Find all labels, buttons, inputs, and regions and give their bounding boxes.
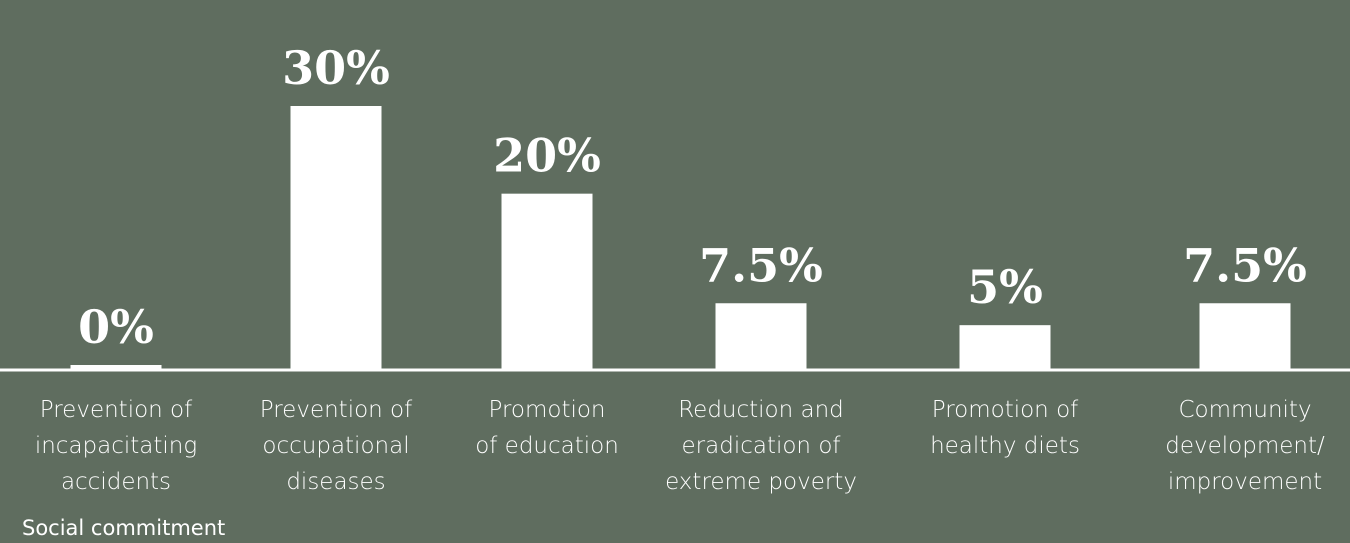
bar-3 [715, 303, 807, 369]
category-label-0-line-2: accidents [61, 469, 171, 495]
value-label-5: 7.5% [1183, 238, 1307, 292]
category-label-4: Promotion of healthy diets [930, 397, 1080, 459]
category-label-0: Prevention of incapacitating accidents [35, 397, 197, 495]
value-label-1: 30% [282, 41, 390, 95]
category-label-5-line-0: Community [1178, 397, 1311, 423]
bar-0 [70, 365, 162, 369]
value-labels-group: 0% 30% 20% 7.5% 5% 7.5% [78, 41, 1307, 354]
value-label-4: 5% [967, 260, 1043, 314]
category-label-5-line-1: development/ [1165, 433, 1325, 459]
bar-2 [501, 193, 593, 369]
category-label-4-line-1: healthy diets [930, 433, 1080, 459]
category-label-3-line-2: extreme poverty [665, 469, 857, 495]
category-label-1: Prevention of occupational diseases [260, 397, 413, 495]
bars-group [70, 106, 1291, 369]
bar-4 [959, 325, 1051, 369]
category-label-1-line-2: diseases [286, 469, 385, 495]
category-label-2-line-0: Promotion [488, 397, 605, 423]
category-label-2-line-1: of education [475, 433, 619, 459]
category-label-0-line-1: incapacitating [35, 433, 197, 459]
category-label-1-line-0: Prevention of [260, 397, 413, 423]
footnote: Social commitment [22, 516, 225, 540]
value-label-0: 0% [78, 300, 154, 354]
category-label-0-line-0: Prevention of [40, 397, 193, 423]
category-labels-group: Prevention of incapacitating accidentsPrev… [35, 397, 1325, 495]
category-label-1-line-1: occupational [262, 433, 409, 459]
category-label-3: Reduction and eradication of extreme pover… [665, 397, 857, 495]
category-label-2: Promotion of education [475, 397, 619, 459]
value-label-3: 7.5% [699, 238, 823, 292]
category-label-5: Community development/improvement [1165, 397, 1325, 495]
bar-1 [290, 106, 382, 369]
category-label-4-line-0: Promotion of [932, 397, 1079, 423]
category-label-3-line-0: Reduction and [678, 397, 844, 423]
value-label-2: 20% [493, 129, 601, 183]
category-label-3-line-1: eradication of [682, 433, 842, 459]
category-label-5-line-2: improvement [1168, 469, 1322, 495]
bar-5 [1199, 303, 1291, 369]
